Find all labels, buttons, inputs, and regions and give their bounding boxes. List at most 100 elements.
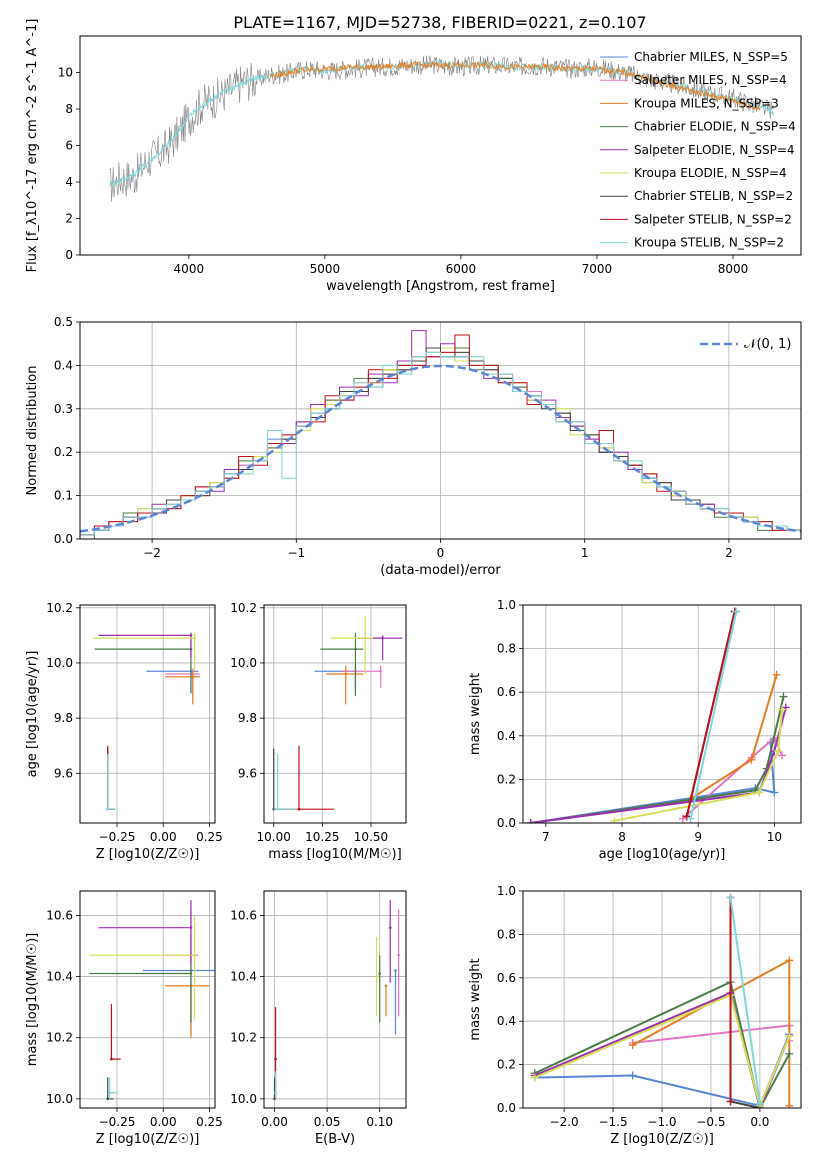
y-tick-label: 0.0 xyxy=(497,816,516,830)
x-tick-label: 7 xyxy=(542,830,550,844)
y-tick-label: 1.0 xyxy=(497,884,516,898)
y-tick-label: 10.6 xyxy=(46,908,73,922)
mass-vs-metallicity-axes: −0.25 0.00 0.25 10.0 10.2 10.4 10.6 Z [log10(Z/… xyxy=(25,891,223,1147)
x-tick-label: 7000 xyxy=(582,262,613,276)
x-tick-label: −1.5 xyxy=(598,1115,627,1129)
y-axis-label: mass [log10(M/M☉)] xyxy=(25,933,40,1066)
age-vs-metallicity-frame xyxy=(79,604,216,824)
y-tick-label: 9.8 xyxy=(238,711,257,725)
mass-weight-vs-age-plot-area xyxy=(526,607,790,823)
y-tick-label: 0.2 xyxy=(497,1058,516,1072)
y-tick-label: 10.2 xyxy=(46,601,73,615)
weight-marker-kroupa_miles xyxy=(785,1101,794,1108)
x-tick-label: 0.25 xyxy=(196,1115,223,1129)
weight-marker-salpeter_stelib xyxy=(726,1097,735,1106)
x-tick-label: 9 xyxy=(694,830,702,844)
y-tick-label: 0.0 xyxy=(54,532,73,546)
weight-marker-kroupa_stelib xyxy=(755,1099,764,1108)
data-point-salpeter_elodie xyxy=(189,926,193,929)
x-axis-label: Z [log10(Z/Z☉)] xyxy=(96,1132,200,1147)
legend-label: Salpeter MILES, N_SSP=4 xyxy=(634,73,787,87)
weight-line-kroupa_elodie xyxy=(534,993,791,1108)
weight-marker-kroupa_stelib xyxy=(686,814,695,823)
weight-line-salpeter_elodie xyxy=(530,707,787,823)
data-point-salpeter_stelib xyxy=(274,1057,277,1061)
x-tick-label: 2 xyxy=(725,546,733,560)
y-tick-label: 0.1 xyxy=(54,489,73,503)
age-vs-mass-plot-area xyxy=(272,616,403,811)
x-tick-label: 10.50 xyxy=(354,830,388,844)
data-point-kroupa_stelib xyxy=(276,807,279,811)
y-tick-label: 0.4 xyxy=(497,1014,516,1028)
x-axis-label: E(B-V) xyxy=(315,1132,355,1147)
y-tick-label: 10.2 xyxy=(46,1031,73,1045)
x-tick-label: 5000 xyxy=(310,262,341,276)
weight-line-salpeter_miles xyxy=(682,736,783,820)
x-tick-label: −0.5 xyxy=(696,1115,725,1129)
y-tick-label: 10.4 xyxy=(46,970,73,984)
spectrum-legend: Chabrier MILES, N_SSP=5 Salpeter MILES, N… xyxy=(600,50,796,250)
gaussian-curve xyxy=(80,364,801,533)
data-point-salpeter_miles xyxy=(379,669,383,673)
data-point-salpeter_elodie xyxy=(388,926,392,929)
weight-marker-kroupa_miles xyxy=(785,956,794,965)
weight-marker-kroupa_elodie xyxy=(530,1073,539,1082)
y-tick-label: 0.2 xyxy=(497,772,516,786)
weight-marker-kroupa_elodie xyxy=(610,816,619,823)
x-axis-label: wavelength [Angstrom, rest frame] xyxy=(326,279,555,294)
weight-marker-chabrier_miles xyxy=(770,788,779,797)
data-point-chabrier_elodie xyxy=(354,647,357,651)
mass-weight-vs-metallicity-plot-area xyxy=(530,893,794,1108)
x-tick-label: 10.25 xyxy=(305,830,339,844)
x-tick-label: −2 xyxy=(143,546,161,560)
weight-line-salpeter_stelib xyxy=(685,611,736,817)
figure-title: PLATE=1167, MJD=52738, FIBERID=0221, z=0… xyxy=(233,13,646,32)
y-tick-label: 0 xyxy=(65,248,73,262)
data-point-kroupa_elodie xyxy=(193,636,196,640)
y-tick-label: 0.4 xyxy=(54,358,73,372)
y-tick-label: 0.3 xyxy=(54,402,73,416)
x-tick-label: −1 xyxy=(287,546,305,560)
spectrum-plot-area xyxy=(109,55,774,202)
y-axis-label: mass weight xyxy=(468,958,483,1040)
data-point-kroupa_miles xyxy=(384,984,388,988)
x-axis-label: age [log10(age/yr)] xyxy=(599,847,726,862)
mass-vs-ebv-axes: 0.00 0.05 0.10 10.0 10.2 10.4 10.6 E(B-V) xyxy=(230,891,406,1147)
spectrum-frame xyxy=(79,35,802,256)
y-axis-label: age [log10(age/yr)] xyxy=(25,651,40,778)
weight-line-chabrier_elodie xyxy=(530,696,785,823)
x-tick-label: 8 xyxy=(618,830,626,844)
x-tick-label: 0.05 xyxy=(314,1115,341,1129)
residuals-plot-area xyxy=(80,330,801,539)
weight-marker-kroupa_elodie xyxy=(774,747,783,756)
y-tick-label: 0.2 xyxy=(54,445,73,459)
y-tick-label: 0.8 xyxy=(497,927,516,941)
x-tick-label: 0.00 xyxy=(150,1115,177,1129)
x-tick-label: 0 xyxy=(437,546,445,560)
x-tick-label: 0.25 xyxy=(196,830,223,844)
y-tick-label: 9.6 xyxy=(54,766,73,780)
age-vs-metallicity-plot-area xyxy=(92,632,201,811)
y-tick-label: 10.0 xyxy=(230,656,257,670)
weight-marker-kroupa_stelib xyxy=(726,893,735,902)
y-tick-label: 4 xyxy=(65,175,73,189)
data-point-chabrier_stelib xyxy=(106,1097,110,1101)
legend-label-gauss: 𝒩(0, 1) xyxy=(744,337,791,352)
data-point-kroupa_stelib xyxy=(108,1091,111,1095)
y-tick-label: 9.6 xyxy=(238,766,257,780)
age-vs-metallicity-axes: −0.25 0.00 0.25 9.6 9.8 10.0 10.2 Z [log10(Z/Z☉… xyxy=(25,601,223,862)
weight-line-chabrier_miles xyxy=(530,742,776,823)
x-tick-label: 8000 xyxy=(718,262,749,276)
weight-marker-chabrier_elodie xyxy=(785,1049,794,1058)
y-tick-label: 0.4 xyxy=(497,729,516,743)
mass-vs-ebv-frame xyxy=(263,890,407,1109)
weight-line-kroupa_stelib xyxy=(729,897,761,1104)
age-vs-mass-frame xyxy=(263,604,407,824)
data-point-salpeter_miles xyxy=(397,953,400,957)
mass-vs-metallicity-frame xyxy=(79,890,216,1109)
y-tick-label: 10.4 xyxy=(230,970,257,984)
spectrum-axes: 4000 5000 6000 7000 8000 0 2 4 6 8 10 wavelength [A… xyxy=(25,19,748,294)
x-tick-label: 10 xyxy=(767,830,782,844)
weight-marker-kroupa_stelib xyxy=(732,607,741,616)
